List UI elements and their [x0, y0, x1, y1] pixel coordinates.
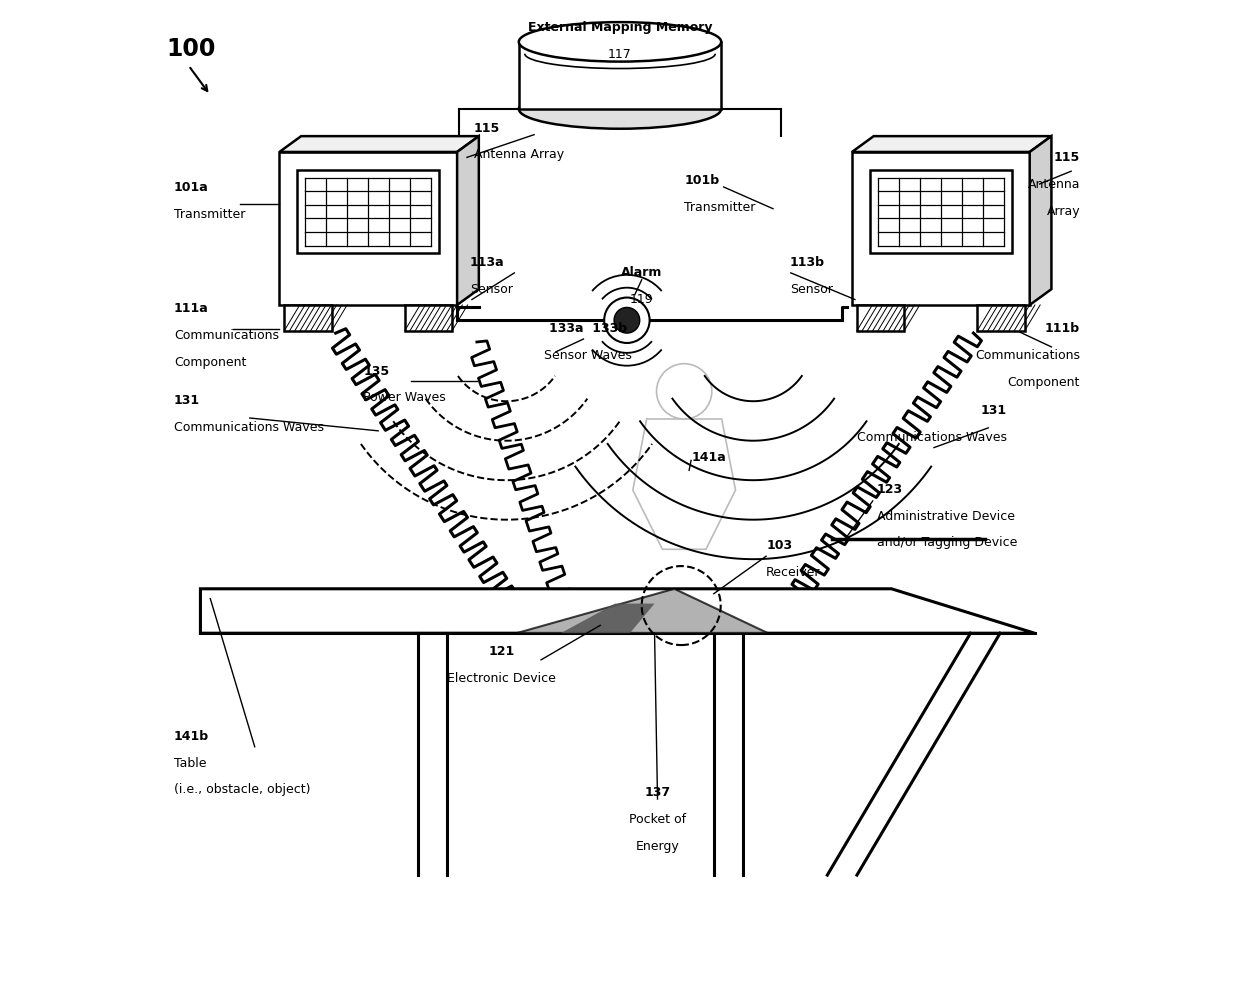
- Text: 100: 100: [166, 37, 216, 60]
- Text: Transmitter: Transmitter: [684, 201, 755, 214]
- Text: Component: Component: [174, 355, 247, 369]
- Text: Alarm: Alarm: [621, 266, 662, 279]
- Text: 123: 123: [877, 483, 903, 496]
- Polygon shape: [298, 169, 439, 252]
- Polygon shape: [279, 137, 479, 151]
- Text: 119: 119: [630, 293, 653, 306]
- Text: 133a  133b: 133a 133b: [549, 322, 627, 336]
- Polygon shape: [458, 137, 479, 305]
- Text: 135: 135: [363, 364, 389, 378]
- Text: Administrative Device: Administrative Device: [877, 510, 1014, 523]
- Text: Communications: Communications: [975, 348, 1080, 362]
- Text: 101a: 101a: [174, 181, 208, 194]
- Text: 117: 117: [608, 48, 632, 60]
- Text: Communications: Communications: [174, 329, 279, 343]
- Polygon shape: [869, 169, 1012, 252]
- Text: Transmitter: Transmitter: [174, 208, 246, 221]
- Text: Array: Array: [1047, 205, 1080, 218]
- Text: Component: Component: [1008, 375, 1080, 388]
- Polygon shape: [201, 589, 1034, 634]
- Text: Sensor Waves: Sensor Waves: [544, 348, 632, 362]
- Bar: [284, 305, 332, 331]
- Text: Antenna Array: Antenna Array: [474, 148, 564, 161]
- Text: Electronic Device: Electronic Device: [448, 671, 556, 685]
- Text: 121: 121: [489, 645, 515, 658]
- Bar: [857, 305, 904, 331]
- Text: Communications Waves: Communications Waves: [174, 421, 324, 434]
- Text: Pocket of: Pocket of: [629, 813, 686, 826]
- Text: Sensor: Sensor: [470, 283, 513, 296]
- Text: 111a: 111a: [174, 303, 208, 316]
- Polygon shape: [852, 151, 1029, 305]
- Bar: [977, 305, 1024, 331]
- Polygon shape: [279, 151, 458, 305]
- Text: 115: 115: [474, 122, 500, 135]
- Ellipse shape: [518, 89, 722, 129]
- Text: 103: 103: [766, 540, 792, 552]
- Polygon shape: [852, 137, 1052, 151]
- Text: 115: 115: [1054, 151, 1080, 164]
- Text: 111b: 111b: [1045, 322, 1080, 336]
- Polygon shape: [1029, 137, 1052, 305]
- Text: and/or Tagging Device: and/or Tagging Device: [877, 537, 1017, 549]
- Text: External Mapping Memory: External Mapping Memory: [528, 21, 712, 34]
- Circle shape: [614, 308, 640, 333]
- Text: 101b: 101b: [684, 174, 719, 187]
- Text: 131: 131: [174, 394, 200, 407]
- Text: 141b: 141b: [174, 730, 208, 742]
- Polygon shape: [516, 589, 768, 634]
- Ellipse shape: [518, 22, 722, 61]
- Text: Power Waves: Power Waves: [363, 391, 446, 404]
- Text: Table: Table: [174, 756, 206, 769]
- Text: Energy: Energy: [636, 840, 680, 852]
- Text: 137: 137: [645, 786, 671, 799]
- Text: Sensor: Sensor: [790, 283, 833, 296]
- Text: Communications Waves: Communications Waves: [857, 431, 1007, 444]
- Text: Antenna: Antenna: [1028, 178, 1080, 191]
- Text: 113a: 113a: [470, 256, 505, 269]
- Text: (i.e., obstacle, object): (i.e., obstacle, object): [174, 783, 310, 796]
- Bar: [404, 305, 453, 331]
- Circle shape: [604, 298, 650, 343]
- Bar: [518, 42, 722, 109]
- Text: 141a: 141a: [691, 450, 725, 463]
- Text: 131: 131: [981, 404, 1007, 417]
- Text: 113b: 113b: [790, 256, 825, 269]
- Polygon shape: [560, 604, 655, 634]
- Text: Receiver: Receiver: [766, 566, 821, 579]
